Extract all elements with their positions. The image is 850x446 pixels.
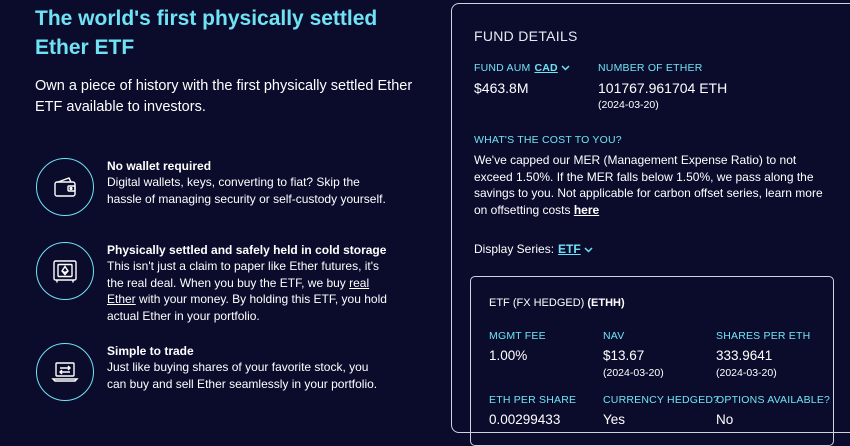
feature-title: No wallet required: [107, 159, 212, 173]
feature-description: This isn't just a claim to paper like Et…: [107, 258, 387, 324]
fund-aum-value: $463.8M: [474, 80, 529, 96]
feature-no-wallet: No wallet required Digital wallets, keys…: [36, 158, 436, 238]
series-ticker: (ETHH): [587, 297, 625, 309]
currency-dropdown[interactable]: CAD: [534, 62, 558, 74]
fund-details-heading: FUND DETAILS: [474, 28, 578, 44]
feature-title: Physically settled and safely held in co…: [107, 243, 387, 257]
nav-label: NAV: [603, 330, 625, 342]
currency-hedged-value: Yes: [603, 412, 626, 427]
offsetting-costs-link[interactable]: here: [573, 202, 600, 217]
hero-subtitle: Own a piece of history with the first ph…: [35, 78, 413, 115]
mgmt-fee-value: 1.00%: [489, 348, 528, 363]
eth-per-share-value: 0.00299433: [489, 412, 561, 427]
feature-cold-storage: Physically settled and safely held in co…: [36, 242, 436, 324]
hero-title: The world's first physically settled Eth…: [35, 7, 378, 59]
series-card: ETF (FX HEDGED) (ETHH) MGMT FEE 1.00% NA…: [470, 276, 834, 446]
number-of-ether-date: (2024-03-20): [598, 99, 659, 111]
options-available-value: No: [716, 412, 734, 427]
laptop-transfer-icon: [36, 343, 94, 401]
feature-title: Simple to trade: [107, 344, 194, 358]
hero-section: The world's first physically settled Eth…: [0, 0, 440, 419]
cost-description-text: We've capped our MER (Management Expense…: [474, 153, 823, 217]
cost-description: We've capped our MER (Management Expense…: [474, 152, 834, 218]
fund-aum-label-text: FUND AUM: [474, 62, 531, 74]
shares-per-eth-label: SHARES PER ETH: [716, 330, 811, 342]
currency-hedged-label: CURRENCY HEDGED?: [603, 394, 720, 406]
nav-date: (2024-03-20): [603, 367, 664, 379]
feature-description-text: This isn't just a claim to paper like Et…: [107, 259, 380, 290]
options-available-label: OPTIONS AVAILABLE?: [716, 394, 831, 406]
series-card-title: ETF (FX HEDGED) (ETHH): [489, 297, 625, 309]
feature-simple-trade: Simple to trade Just like buying shares …: [36, 343, 436, 423]
display-series-label: Display Series:: [474, 242, 555, 256]
number-of-ether-value: 101767.961704 ETH: [598, 80, 728, 96]
vault-icon: [36, 242, 94, 300]
series-dropdown[interactable]: ETF: [558, 242, 581, 256]
shares-per-eth-value: 333.9641: [716, 348, 773, 363]
wallet-icon: [36, 158, 94, 216]
shares-per-eth-date: (2024-03-20): [716, 367, 777, 379]
fund-aum-label: FUND AUM CAD: [474, 62, 570, 74]
series-name: ETF (FX HEDGED): [489, 297, 588, 309]
real-ether-link[interactable]: real Ether: [107, 275, 370, 307]
cost-label: WHAT'S THE COST TO YOU?: [474, 134, 622, 146]
eth-per-share-label: ETH PER SHARE: [489, 394, 577, 406]
display-series: Display Series: ETF: [474, 242, 593, 256]
chevron-down-icon[interactable]: [584, 247, 593, 253]
number-of-ether-label: NUMBER OF ETHER: [598, 62, 703, 74]
chevron-down-icon[interactable]: [561, 65, 570, 71]
mgmt-fee-label: MGMT FEE: [489, 330, 546, 342]
nav-value: $13.67: [603, 348, 645, 363]
feature-description: Digital wallets, keys, converting to fia…: [107, 175, 386, 206]
feature-description: Just like buying shares of your favorite…: [107, 360, 378, 391]
feature-description-text: with your money. By holding this ETF, yo…: [107, 292, 387, 323]
fund-details-panel: FUND DETAILS FUND AUM CAD $463.8M NUMBER …: [451, 3, 850, 446]
